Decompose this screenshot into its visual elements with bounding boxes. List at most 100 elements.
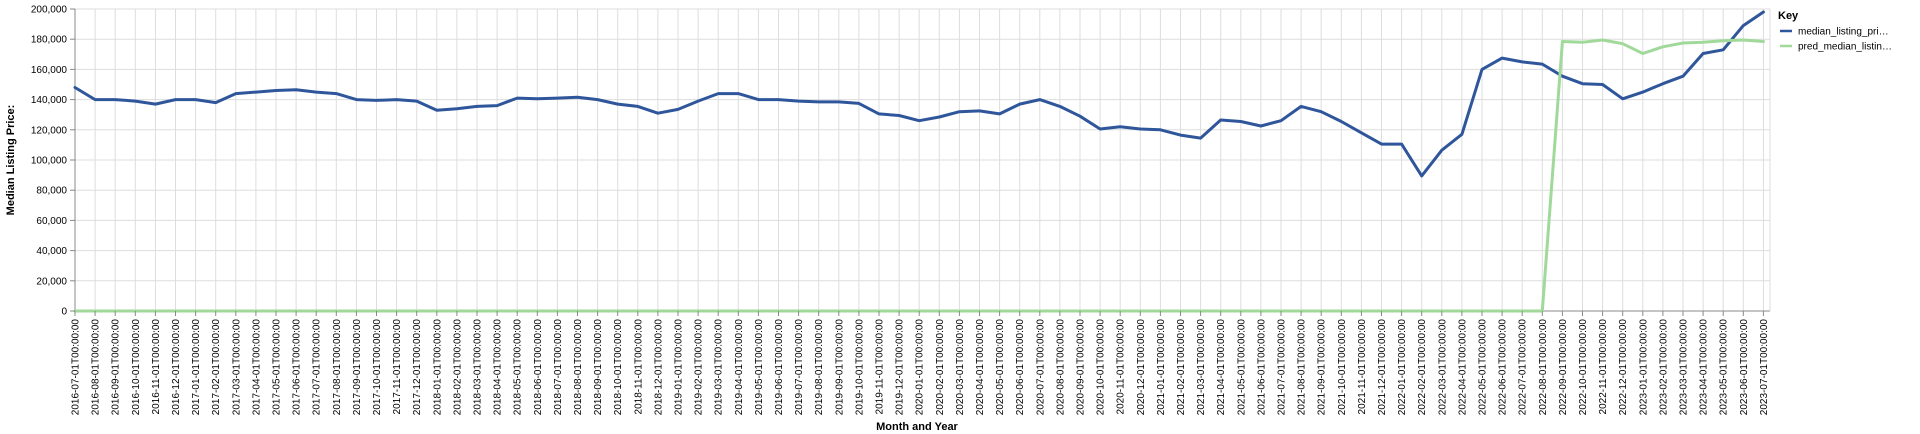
x-tick-label: 2022-05-01T00:00:00 — [1478, 319, 1489, 416]
x-tick-label: 2019-04-01T00:00:00 — [734, 319, 745, 416]
y-axis: 0 20,000 40,000 60,000 80,000 100,000 120,000 1… — [31, 5, 75, 318]
x-tick-label: 2016-09-01T00:00:00 — [111, 319, 122, 416]
x-tick-label: 2017-08-01T00:00:00 — [332, 319, 343, 416]
x-tick-label: 2023-05-01T00:00:00 — [1719, 319, 1730, 416]
y-tick-label: 160,000 — [31, 65, 68, 76]
y-tick-label: 40,000 — [36, 246, 67, 257]
x-tick-label: 2019-01-01T00:00:00 — [674, 319, 685, 416]
x-tick-label: 2020-04-01T00:00:00 — [975, 319, 986, 416]
x-tick-label: 2018-04-01T00:00:00 — [493, 319, 504, 416]
x-tick-label: 2021-10-01T00:00:00 — [1337, 319, 1348, 416]
y-axis-title: Median Listing Price: — [5, 105, 17, 216]
x-tick-label: 2017-02-01T00:00:00 — [211, 319, 222, 416]
x-tick-label: 2018-11-01T00:00:00 — [633, 319, 644, 415]
x-tick-label: 2022-04-01T00:00:00 — [1457, 319, 1468, 416]
x-tick-label: 2022-12-01T00:00:00 — [1618, 319, 1629, 416]
x-tick-label: 2018-01-01T00:00:00 — [432, 319, 443, 416]
y-tick-label: 200,000 — [31, 5, 68, 16]
x-tick-label: 2016-12-01T00:00:00 — [171, 319, 182, 416]
x-tick-label: 2019-09-01T00:00:00 — [834, 319, 845, 416]
x-tick-label: 2019-08-01T00:00:00 — [814, 319, 825, 416]
x-tick-label: 2019-02-01T00:00:00 — [694, 319, 705, 416]
x-tick-label: 2018-07-01T00:00:00 — [553, 319, 564, 416]
x-tick-label: 2018-12-01T00:00:00 — [653, 319, 664, 416]
x-tick-label: 2019-12-01T00:00:00 — [895, 319, 906, 416]
x-tick-label: 2018-06-01T00:00:00 — [533, 319, 544, 416]
legend-title: Key — [1778, 10, 1799, 22]
x-tick-label: 2016-11-01T00:00:00 — [151, 319, 162, 415]
x-tick-label: 2019-07-01T00:00:00 — [794, 319, 805, 416]
x-tick-label: 2018-05-01T00:00:00 — [513, 319, 524, 416]
x-tick-label: 2022-10-01T00:00:00 — [1578, 319, 1589, 416]
y-tick-label: 120,000 — [31, 125, 68, 136]
series-line-median-listing-price — [73, 10, 1765, 178]
x-tick-label: 2017-01-01T00:00:00 — [191, 319, 202, 416]
x-tick-label: 2021-05-01T00:00:00 — [1236, 319, 1247, 416]
x-tick-label: 2021-03-01T00:00:00 — [1196, 319, 1207, 416]
x-tick-label: 2020-05-01T00:00:00 — [995, 319, 1006, 416]
x-tick-label: 2017-12-01T00:00:00 — [412, 319, 423, 416]
x-tick-label: 2021-06-01T00:00:00 — [1256, 319, 1267, 416]
x-tick-label: 2019-11-01T00:00:00 — [875, 319, 886, 415]
x-tick-label: 2021-11-01T00:00:00 — [1357, 319, 1368, 415]
x-tick-label: 2018-08-01T00:00:00 — [573, 319, 584, 416]
x-axis-title: Month and Year — [876, 421, 958, 433]
legend-label: median_listing_pri… — [1798, 27, 1889, 38]
x-tick-label: 2016-10-01T00:00:00 — [131, 319, 142, 416]
x-tick-label: 2019-05-01T00:00:00 — [754, 319, 765, 416]
gridlines — [74, 8, 1770, 312]
x-tick-label: 2020-02-01T00:00:00 — [935, 319, 946, 416]
x-tick-label: 2018-09-01T00:00:00 — [593, 319, 604, 416]
x-tick-label: 2021-08-01T00:00:00 — [1297, 319, 1308, 416]
x-tick-label: 2017-10-01T00:00:00 — [372, 319, 383, 416]
x-tick-label: 2022-03-01T00:00:00 — [1437, 319, 1448, 416]
x-tick-label: 2018-03-01T00:00:00 — [473, 319, 484, 416]
x-tick-label: 2023-06-01T00:00:00 — [1739, 319, 1750, 416]
x-tick-label: 2023-02-01T00:00:00 — [1658, 319, 1669, 416]
x-tick-label: 2018-10-01T00:00:00 — [613, 319, 624, 416]
x-tick-label: 2017-03-01T00:00:00 — [231, 319, 242, 416]
x-tick-label: 2016-08-01T00:00:00 — [91, 319, 102, 416]
x-tick-label: 2021-02-01T00:00:00 — [1176, 319, 1187, 416]
x-tick-label: 2020-11-01T00:00:00 — [1116, 319, 1127, 415]
legend: Key median_listing_pri… pred_median_listi… — [1778, 10, 1892, 53]
x-tick-label: 2020-10-01T00:00:00 — [1096, 319, 1107, 416]
x-tick-label: 2021-09-01T00:00:00 — [1317, 319, 1328, 416]
x-tick-label: 2019-03-01T00:00:00 — [714, 319, 725, 416]
x-tick-label: 2022-01-01T00:00:00 — [1397, 319, 1408, 416]
x-tick-label: 2020-08-01T00:00:00 — [1055, 319, 1066, 416]
x-tick-label: 2020-03-01T00:00:00 — [955, 319, 966, 416]
x-axis: 2016-07-01T00:00:00 2016-08-01T00:00:00 20… — [71, 311, 1770, 415]
x-tick-label: 2023-01-01T00:00:00 — [1638, 319, 1649, 416]
x-tick-label: 2022-06-01T00:00:00 — [1498, 319, 1509, 416]
y-tick-label: 20,000 — [36, 276, 67, 287]
x-tick-label: 2022-09-01T00:00:00 — [1558, 319, 1569, 416]
x-tick-label: 2020-09-01T00:00:00 — [1076, 319, 1087, 416]
y-tick-label: 0 — [61, 307, 67, 318]
x-tick-label: 2021-01-01T00:00:00 — [1156, 319, 1167, 416]
x-tick-label: 2017-07-01T00:00:00 — [312, 319, 323, 416]
x-tick-label: 2019-06-01T00:00:00 — [774, 319, 785, 416]
x-tick-label: 2020-12-01T00:00:00 — [1136, 319, 1147, 416]
x-tick-label: 2018-02-01T00:00:00 — [452, 319, 463, 416]
y-tick-label: 180,000 — [31, 35, 68, 46]
x-tick-label: 2017-11-01T00:00:00 — [392, 319, 403, 415]
x-tick-label: 2017-05-01T00:00:00 — [272, 319, 283, 416]
x-tick-label: 2021-12-01T00:00:00 — [1377, 319, 1388, 416]
x-tick-label: 2017-04-01T00:00:00 — [251, 319, 262, 416]
y-tick-label: 80,000 — [36, 186, 67, 197]
x-tick-label: 2021-04-01T00:00:00 — [1216, 319, 1227, 416]
x-tick-label: 2022-02-01T00:00:00 — [1417, 319, 1428, 416]
x-tick-label: 2020-07-01T00:00:00 — [1035, 319, 1046, 416]
x-tick-label: 2022-08-01T00:00:00 — [1538, 319, 1549, 416]
x-tick-label: 2017-06-01T00:00:00 — [292, 319, 303, 416]
x-tick-label: 2019-10-01T00:00:00 — [854, 319, 865, 416]
x-tick-label: 2020-01-01T00:00:00 — [915, 319, 926, 416]
x-tick-label: 2023-04-01T00:00:00 — [1699, 319, 1710, 416]
y-tick-label: 100,000 — [31, 156, 68, 167]
x-tick-label: 2022-07-01T00:00:00 — [1518, 319, 1529, 416]
legend-label: pred_median_listin… — [1798, 42, 1892, 53]
x-tick-label: 2023-03-01T00:00:00 — [1679, 319, 1690, 416]
x-tick-label: 2023-07-01T00:00:00 — [1759, 319, 1770, 416]
